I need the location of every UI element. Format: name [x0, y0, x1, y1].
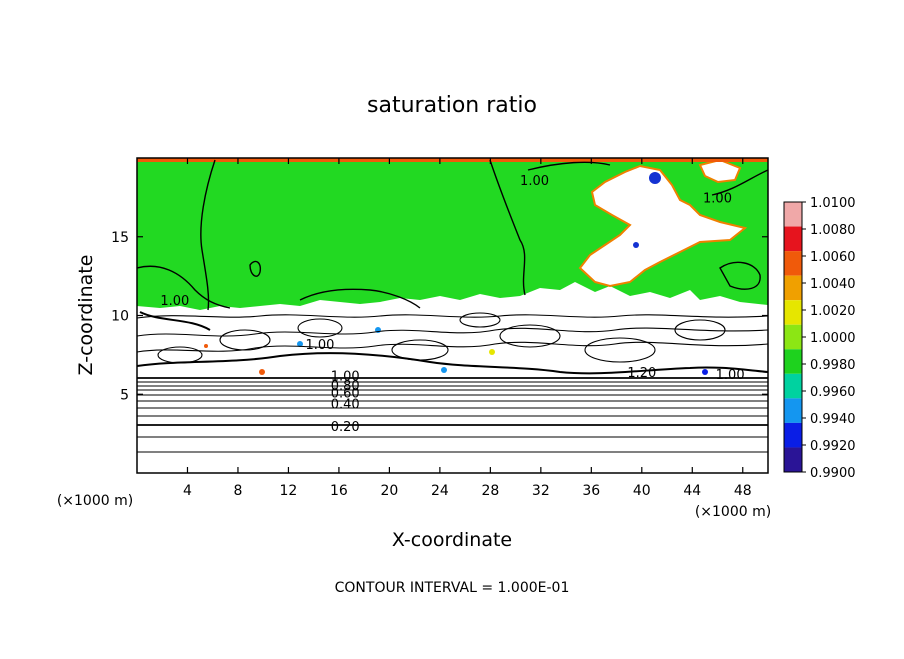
colorbar-label: 0.9900: [810, 466, 856, 481]
colorbar-label: 0.9960: [810, 385, 856, 400]
contour-lines-lower: [137, 377, 768, 453]
colorbar-label: 1.0100: [810, 196, 856, 211]
contour-lines-mixed-bold: [137, 311, 768, 375]
contour-labels: 1.001.001.001.001.20 1.001.000.800.600.40…: [160, 174, 744, 435]
contour-label: 1.20: [627, 366, 656, 381]
dry-spot: [441, 367, 447, 373]
colorbar-label: 0.9980: [810, 358, 856, 373]
colorbar-band: [784, 324, 802, 350]
x-tick-label: 32: [532, 483, 550, 499]
contour-label: 0.80: [331, 379, 360, 394]
colorbar-band: [784, 349, 802, 374]
colorbar-label: 0.9940: [810, 412, 856, 427]
contour-label: 0.60: [331, 387, 360, 402]
dry-spot: [297, 341, 303, 347]
colorbar-band: [784, 447, 802, 472]
colorbar-band: [784, 422, 802, 448]
contour-lines-upper: [137, 159, 768, 311]
colorbar-label: 1.0040: [810, 277, 856, 292]
contour-label: 1.00: [160, 294, 189, 309]
moist-spot: [204, 344, 208, 348]
colorbar: 1.0100 1.0080 1.0060 1.0040 1.0020 1.0000 0.99…: [783, 196, 856, 481]
x-axis-title: X-coordinate: [392, 529, 512, 551]
contour-label: 1.00: [331, 369, 360, 384]
x-unit-label: (×1000 m): [695, 504, 771, 520]
x-axis: 4 8 12 16 20 24 28 32 36 40 44 48: [183, 158, 752, 499]
contour-lines-mixed: [137, 312, 768, 364]
colorbar-band: [784, 300, 802, 325]
colorbar-label: 1.0020: [810, 304, 856, 319]
x-tick-label: 16: [330, 483, 348, 499]
x-tick-label: 8: [233, 483, 242, 499]
colorbar-band: [784, 373, 802, 399]
top-band: [137, 158, 768, 162]
colorbar-label: 1.0000: [810, 331, 856, 346]
dry-spot: [702, 369, 708, 375]
colorbar-band: [784, 226, 802, 252]
moist-spot: [259, 369, 265, 375]
contour-label: 1.00: [716, 368, 745, 383]
colorbar-band: [784, 398, 802, 423]
x-tick-label: 28: [481, 483, 499, 499]
colorbar-label: 1.0060: [810, 250, 856, 265]
y-tick-label: 5: [120, 387, 129, 403]
moist-spot: [489, 349, 495, 355]
contour-interval-note: CONTOUR INTERVAL = 1.000E-01: [335, 580, 570, 596]
colorbar-band: [784, 251, 802, 276]
plot-area: 1.001.001.001.001.20 1.001.000.800.600.40…: [137, 158, 768, 473]
y-axis: 5 10 15: [111, 230, 768, 403]
x-tick-label: 48: [734, 483, 752, 499]
contour-label: 0.20: [331, 420, 360, 435]
colorbar-label: 1.0080: [810, 223, 856, 238]
z-unit-label: (×1000 m): [57, 493, 133, 509]
contour-label: 1.00: [520, 174, 549, 189]
chart-title: saturation ratio: [367, 93, 537, 118]
x-tick-label: 12: [280, 483, 298, 499]
contour-label: 1.00: [306, 338, 335, 353]
y-axis-title: Z-coordinate: [75, 255, 97, 376]
colorbar-band: [784, 275, 802, 301]
y-tick-label: 15: [111, 230, 129, 246]
x-tick-label: 44: [683, 483, 701, 499]
colorbar-band: [784, 202, 802, 227]
x-tick-label: 4: [183, 483, 192, 499]
contour-label: 1.00: [703, 191, 732, 206]
x-tick-label: 24: [431, 483, 449, 499]
x-tick-label: 36: [582, 483, 600, 499]
x-tick-label: 20: [380, 483, 398, 499]
dry-spot: [649, 172, 661, 184]
x-tick-label: 40: [633, 483, 651, 499]
dry-spot: [633, 242, 639, 248]
contour-label: 0.40: [331, 398, 360, 413]
y-tick-label: 10: [111, 309, 129, 325]
colorbar-label: 0.9920: [810, 439, 856, 454]
subsaturated-plume: [578, 164, 748, 288]
